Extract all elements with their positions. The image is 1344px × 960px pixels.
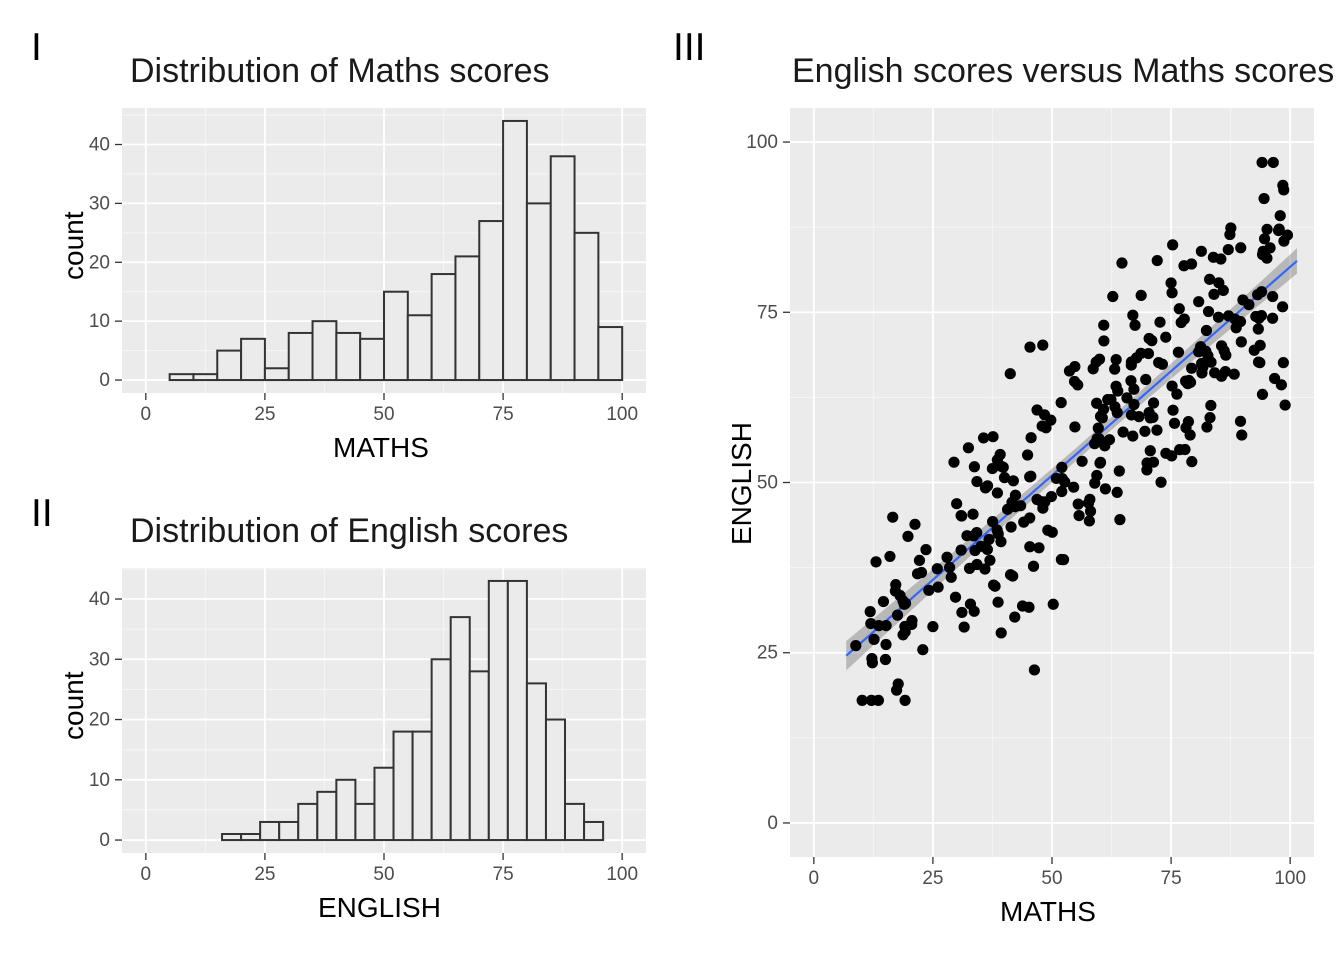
svg-text:100: 100	[746, 132, 778, 153]
svg-text:25: 25	[757, 643, 778, 664]
svg-text:50: 50	[1041, 868, 1062, 889]
svg-text:25: 25	[254, 404, 275, 425]
svg-text:75: 75	[493, 864, 514, 885]
svg-text:10: 10	[89, 770, 110, 791]
svg-text:25: 25	[922, 868, 943, 889]
svg-text:10: 10	[89, 311, 110, 332]
svg-text:50: 50	[757, 473, 778, 494]
svg-text:30: 30	[89, 649, 110, 670]
svg-text:100: 100	[1274, 868, 1306, 889]
svg-text:50: 50	[373, 864, 394, 885]
svg-text:40: 40	[89, 589, 110, 610]
svg-text:25: 25	[254, 864, 275, 885]
svg-text:0: 0	[809, 868, 820, 889]
svg-text:0: 0	[99, 830, 110, 851]
svg-text:50: 50	[373, 404, 394, 425]
svg-text:0: 0	[141, 864, 152, 885]
svg-text:75: 75	[757, 302, 778, 323]
svg-text:75: 75	[1161, 868, 1182, 889]
svg-text:0: 0	[767, 813, 778, 834]
svg-text:0: 0	[99, 370, 110, 391]
svg-text:20: 20	[89, 252, 110, 273]
svg-text:100: 100	[606, 404, 638, 425]
svg-text:30: 30	[89, 193, 110, 214]
svg-text:75: 75	[493, 404, 514, 425]
svg-text:40: 40	[89, 135, 110, 156]
svg-text:100: 100	[606, 864, 638, 885]
svg-text:20: 20	[89, 710, 110, 731]
svg-text:0: 0	[141, 404, 152, 425]
